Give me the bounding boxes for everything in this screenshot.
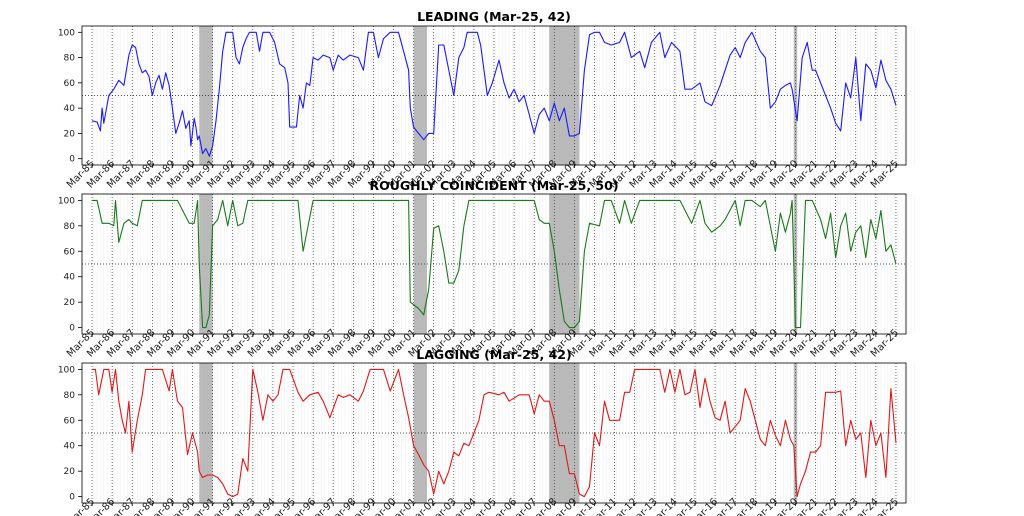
chart-panel: 020406080100Mar-85Mar-86Mar-87Mar-88Mar-… [58,347,915,516]
y-tick-label: 40 [64,273,76,283]
recession-band [413,363,428,503]
y-tick-label: 100 [58,28,75,38]
chart-title: ROUGHLY COINCIDENT (Mar-25, 50) [369,178,618,193]
y-tick-label: 60 [64,247,76,257]
y-tick-label: 60 [64,79,76,89]
chart-title: LAGGING (Mar-25, 42) [416,347,571,362]
series-line [91,31,897,157]
y-tick-label: 40 [64,442,76,452]
y-tick-label: 100 [58,196,75,206]
y-tick-label: 0 [69,493,75,503]
recession-band [413,194,428,334]
recession-band [413,26,428,165]
y-tick-label: 40 [64,104,76,114]
chart-panel: 020406080100Mar-85Mar-86Mar-87Mar-88Mar-… [58,178,915,360]
series-line [92,368,897,498]
chart-title: LEADING (Mar-25, 42) [417,9,571,24]
series-line [92,199,897,329]
y-tick-label: 80 [64,222,76,232]
y-tick-label: 0 [69,324,75,334]
chart-panel: 020406080100Mar-85Mar-86Mar-87Mar-88Mar-… [58,9,915,191]
y-tick-label: 100 [58,365,75,375]
y-tick-label: 80 [64,54,76,64]
y-tick-label: 20 [64,298,76,308]
y-tick-label: 80 [64,391,76,401]
y-tick-label: 20 [64,467,76,477]
y-tick-label: 60 [64,416,76,426]
y-tick-label: 0 [69,155,75,165]
y-tick-label: 20 [64,129,76,139]
